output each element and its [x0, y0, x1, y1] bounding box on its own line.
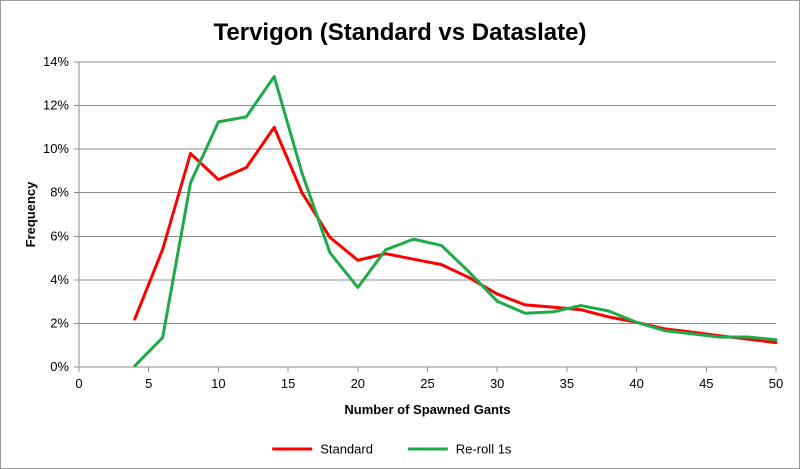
series-line-1 — [133, 75, 778, 368]
series-0-point-10 — [412, 258, 415, 261]
legend-label-1: Re-roll 1s — [456, 442, 512, 457]
y-tick-label-1: 2% — [50, 315, 69, 330]
series-line-0 — [133, 125, 778, 345]
series-0-point-12 — [468, 276, 471, 279]
x-tick-label-0: 0 — [75, 376, 82, 391]
x-tick-label-1: 5 — [145, 376, 152, 391]
x-axis-title: Number of Spawned Gants — [344, 402, 510, 417]
series-1-point-21 — [719, 336, 722, 339]
y-tick-label-0: 0% — [50, 359, 69, 374]
series-1-point-17 — [607, 310, 610, 313]
series-1-point-4 — [245, 115, 248, 118]
x-tick-label-6: 30 — [490, 376, 504, 391]
series-0-point-15 — [551, 306, 554, 309]
series-1-point-20 — [691, 332, 694, 335]
series-0-point-8 — [356, 259, 359, 262]
y-tick-label-4: 8% — [50, 185, 69, 200]
series-1-point-1 — [161, 336, 164, 339]
y-tick-label-5: 10% — [43, 141, 69, 156]
series-0-point-11 — [440, 263, 443, 266]
series-0-point-23 — [775, 341, 778, 344]
series-1-point-3 — [217, 120, 220, 123]
series-1-point-13 — [496, 300, 499, 303]
series-1-point-19 — [663, 329, 666, 332]
x-tick-label-3: 15 — [281, 376, 295, 391]
series-0-point-1 — [161, 248, 164, 251]
series-1-point-6 — [301, 172, 304, 175]
y-axis-title: Frequency — [23, 181, 38, 248]
series-1-point-8 — [356, 286, 359, 289]
series-1-point-9 — [384, 248, 387, 251]
legend-label-0: Standard — [320, 442, 373, 457]
y-tick-label-6: 12% — [43, 98, 69, 113]
series-1-point-12 — [468, 271, 471, 274]
x-tick-label-10: 50 — [769, 376, 783, 391]
series-1-point-22 — [747, 335, 750, 338]
series-0-point-13 — [496, 293, 499, 296]
series-1-point-15 — [551, 310, 554, 313]
x-tick-label-4: 20 — [351, 376, 365, 391]
series-0-point-6 — [301, 191, 304, 194]
series-0-point-3 — [217, 178, 220, 181]
series-1-point-23 — [775, 338, 778, 341]
y-tick-label-7: 14% — [43, 54, 69, 69]
series-0-point-16 — [579, 308, 582, 311]
series-1-point-2 — [189, 181, 192, 184]
series-1-point-10 — [412, 238, 415, 241]
y-tick-label-2: 4% — [50, 272, 69, 287]
series-0-point-17 — [607, 315, 610, 318]
series-0-point-5 — [273, 126, 276, 129]
x-tick-label-5: 25 — [420, 376, 434, 391]
series-1-point-7 — [328, 251, 331, 254]
series-1-point-0 — [133, 364, 136, 367]
series-0-point-2 — [189, 152, 192, 155]
y-tick-label-3: 6% — [50, 228, 69, 243]
series-0-point-14 — [524, 303, 527, 306]
x-tick-label-2: 10 — [211, 376, 225, 391]
series-0-point-4 — [245, 166, 248, 169]
series-1-point-18 — [635, 321, 638, 324]
x-tick-label-9: 45 — [699, 376, 713, 391]
series-1-point-14 — [524, 312, 527, 315]
series-0-point-0 — [133, 318, 136, 321]
series-0-point-7 — [328, 236, 331, 239]
x-tick-label-7: 35 — [560, 376, 574, 391]
series-1-point-5 — [273, 75, 276, 78]
series-1-point-16 — [579, 304, 582, 307]
series-1-point-11 — [440, 244, 443, 247]
x-tick-label-8: 40 — [629, 376, 643, 391]
chart-title: Tervigon (Standard vs Dataslate) — [214, 19, 587, 46]
